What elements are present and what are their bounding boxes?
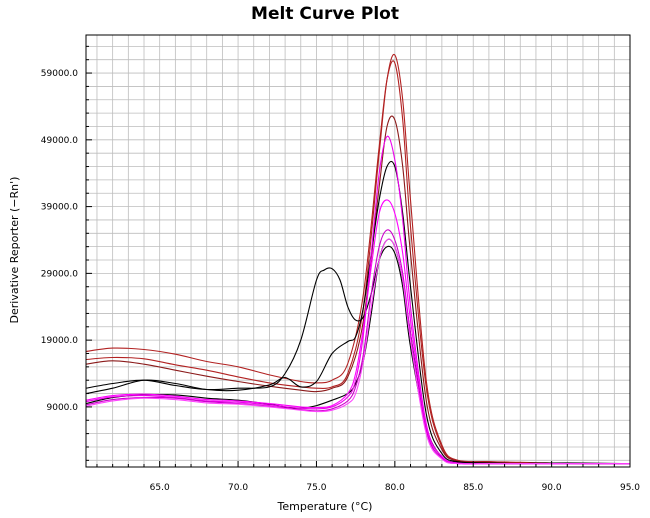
x-tick-label: 70.0 bbox=[228, 483, 248, 493]
series-layer bbox=[85, 53, 631, 465]
x-axis-label: Temperature (°C) bbox=[277, 500, 373, 513]
y-tick-label: 19000.0 bbox=[41, 336, 78, 346]
x-tick-label: 65.0 bbox=[150, 483, 170, 493]
x-tick-label: 80.0 bbox=[385, 483, 405, 493]
y-tick-label: 59000.0 bbox=[41, 69, 78, 79]
melt-curve-line-2 bbox=[85, 53, 631, 465]
chart-title: Melt Curve Plot bbox=[251, 4, 399, 24]
x-tick-label: 90.0 bbox=[542, 483, 562, 493]
y-tick-label: 29000.0 bbox=[41, 269, 78, 279]
x-tick-label: 75.0 bbox=[306, 483, 326, 493]
y-tick-label: 49000.0 bbox=[41, 136, 78, 146]
x-tick-label: 85.0 bbox=[463, 483, 483, 493]
x-tick-label: 95.0 bbox=[620, 483, 640, 493]
plot-frame bbox=[85, 34, 631, 468]
tick-layer: 65.0 70.0 75.0 80.0 85.0 90.0 95.0 9000.0 19000.… bbox=[41, 45, 640, 493]
y-tick-label: 9000.0 bbox=[47, 403, 79, 413]
y-tick-label: 39000.0 bbox=[41, 203, 78, 213]
melt-curve-line-3 bbox=[85, 115, 631, 465]
melt-curve-line-10 bbox=[85, 238, 630, 465]
